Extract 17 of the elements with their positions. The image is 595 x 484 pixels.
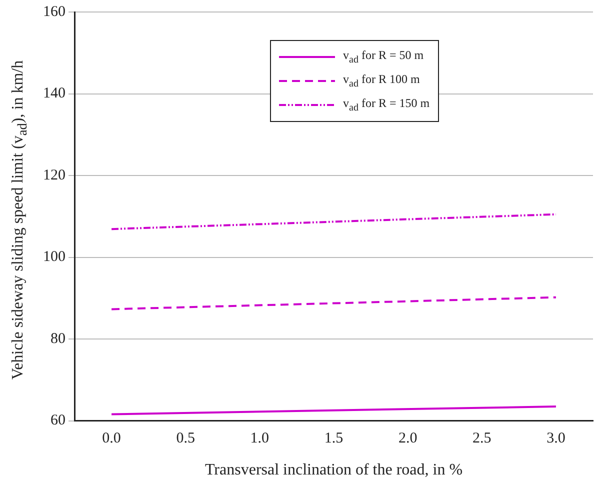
legend-label: v$_{ad}$ for R = 150 m	[343, 96, 430, 114]
legend-label: v$_{ad}$ for R 100 m	[343, 72, 420, 90]
x-tick-label: 3.0	[546, 430, 566, 447]
x-tick-label: 2.5	[472, 430, 492, 447]
y-tick-label: 140	[43, 86, 66, 102]
x-tick-label: 0.5	[176, 430, 195, 447]
x-tick-label: 1.5	[324, 430, 344, 447]
x-axis-title: Transversal inclination of the road, in %	[204, 462, 463, 479]
y-tick-label: 160	[43, 4, 66, 20]
x-tick-label: 0.0	[102, 430, 121, 447]
legend-label: v$_{ad}$ for R = 50 m	[343, 48, 424, 66]
x-tick-label: 2.0	[398, 430, 418, 447]
y-tick-label: 80	[50, 330, 66, 347]
y-tick-label: 60	[50, 412, 66, 429]
x-tick-label: 1.0	[250, 430, 270, 447]
y-tick-label: 100	[43, 249, 66, 266]
y-tick-label: 120	[43, 167, 66, 184]
